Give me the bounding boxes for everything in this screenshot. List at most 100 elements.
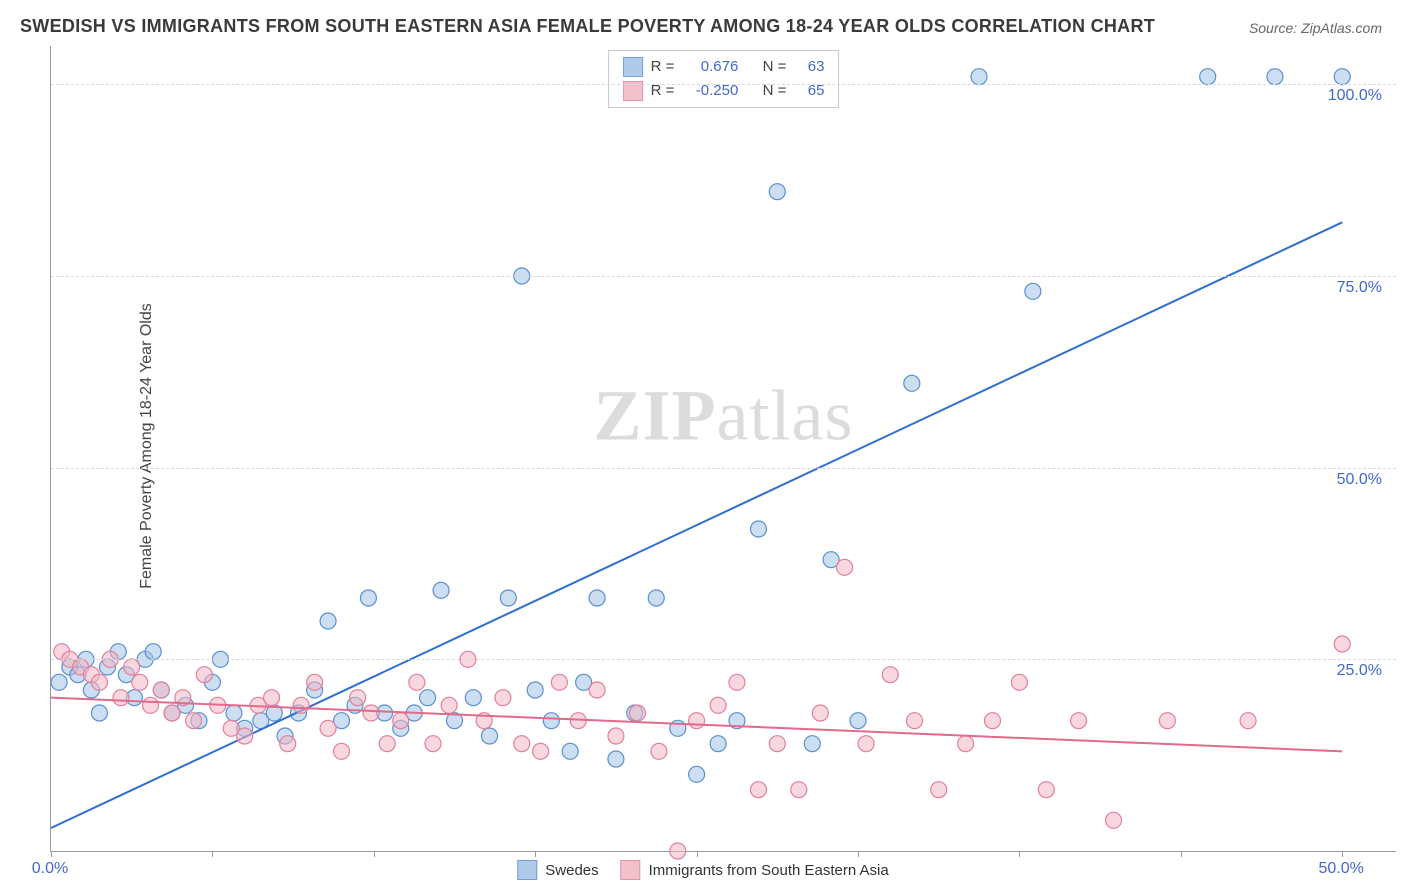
data-point — [280, 736, 296, 752]
data-point — [527, 682, 543, 698]
legend-n-value: 63 — [794, 55, 824, 79]
data-point — [958, 736, 974, 752]
data-point — [153, 682, 169, 698]
data-point — [710, 697, 726, 713]
data-point — [379, 736, 395, 752]
series-legend: Swedes Immigrants from South Eastern Asia — [517, 860, 888, 880]
data-point — [393, 713, 409, 729]
legend-row: R = 0.676 N = 63 — [623, 55, 825, 79]
data-point — [1106, 812, 1122, 828]
x-tick — [1181, 851, 1182, 857]
legend-r-value: -0.250 — [682, 79, 738, 103]
legend-row: R = -0.250 N = 65 — [623, 79, 825, 103]
legend-series-name: Immigrants from South Eastern Asia — [649, 862, 889, 879]
data-point — [906, 713, 922, 729]
data-point — [791, 782, 807, 798]
data-point — [145, 644, 161, 660]
chart-title: SWEDISH VS IMMIGRANTS FROM SOUTH EASTERN… — [20, 16, 1155, 37]
data-point — [837, 559, 853, 575]
x-tick — [374, 851, 375, 857]
data-point — [124, 659, 140, 675]
x-tick — [1342, 851, 1343, 857]
data-point — [425, 736, 441, 752]
data-point — [226, 705, 242, 721]
legend-swatch — [517, 860, 537, 880]
data-point — [433, 582, 449, 598]
y-tick-label: 50.0% — [1337, 471, 1382, 489]
data-point — [113, 690, 129, 706]
data-point — [500, 590, 516, 606]
data-point — [1200, 69, 1216, 85]
gridline — [51, 276, 1396, 277]
data-point — [237, 728, 253, 744]
correlation-legend: R = 0.676 N = 63 R = -0.250 N = 65 — [608, 50, 840, 108]
data-point — [1011, 674, 1027, 690]
legend-item: Immigrants from South Eastern Asia — [621, 860, 889, 880]
data-point — [1240, 713, 1256, 729]
x-tick-label: 0.0% — [32, 860, 68, 878]
data-point — [985, 713, 1001, 729]
data-point — [409, 674, 425, 690]
plot-area: ZIPatlas R =0.676 N =63R =-0.250 N =65 2… — [50, 46, 1396, 852]
x-tick — [1019, 851, 1020, 857]
y-tick-label: 100.0% — [1328, 87, 1382, 105]
data-point — [769, 184, 785, 200]
legend-r-label: R = — [651, 79, 675, 103]
data-point — [320, 720, 336, 736]
legend-r-label: R = — [651, 55, 675, 79]
data-point — [1038, 782, 1054, 798]
data-point — [543, 713, 559, 729]
x-tick-label: 50.0% — [1319, 860, 1364, 878]
y-tick-label: 75.0% — [1337, 279, 1382, 297]
data-point — [882, 667, 898, 683]
data-point — [1071, 713, 1087, 729]
data-point — [670, 843, 686, 859]
gridline — [51, 659, 1396, 660]
data-point — [143, 697, 159, 713]
data-point — [132, 674, 148, 690]
data-point — [320, 613, 336, 629]
legend-n-value: 65 — [794, 79, 824, 103]
x-tick — [697, 851, 698, 857]
data-point — [196, 667, 212, 683]
data-point — [689, 713, 705, 729]
data-point — [904, 375, 920, 391]
data-point — [91, 674, 107, 690]
data-point — [562, 743, 578, 759]
x-tick — [212, 851, 213, 857]
x-tick — [51, 851, 52, 857]
data-point — [441, 697, 457, 713]
x-tick — [858, 851, 859, 857]
data-point — [420, 690, 436, 706]
gridline — [51, 84, 1396, 85]
data-point — [1334, 636, 1350, 652]
data-point — [186, 713, 202, 729]
data-point — [689, 766, 705, 782]
data-point — [648, 590, 664, 606]
data-point — [350, 690, 366, 706]
data-point — [514, 736, 530, 752]
data-point — [91, 705, 107, 721]
legend-n-label: N = — [763, 55, 787, 79]
data-point — [51, 674, 67, 690]
data-point — [1334, 69, 1350, 85]
data-point — [971, 69, 987, 85]
data-point — [334, 743, 350, 759]
data-point — [608, 728, 624, 744]
data-point — [551, 674, 567, 690]
data-point — [931, 782, 947, 798]
data-point — [710, 736, 726, 752]
legend-n-label: N = — [763, 79, 787, 103]
data-point — [589, 590, 605, 606]
gridline — [51, 468, 1396, 469]
scatter-svg — [51, 46, 1396, 851]
legend-swatch — [621, 860, 641, 880]
data-point — [1267, 69, 1283, 85]
data-point — [363, 705, 379, 721]
legend-item: Swedes — [517, 860, 598, 880]
legend-r-value: 0.676 — [682, 55, 738, 79]
data-point — [629, 705, 645, 721]
data-point — [1159, 713, 1175, 729]
data-point — [651, 743, 667, 759]
data-point — [608, 751, 624, 767]
